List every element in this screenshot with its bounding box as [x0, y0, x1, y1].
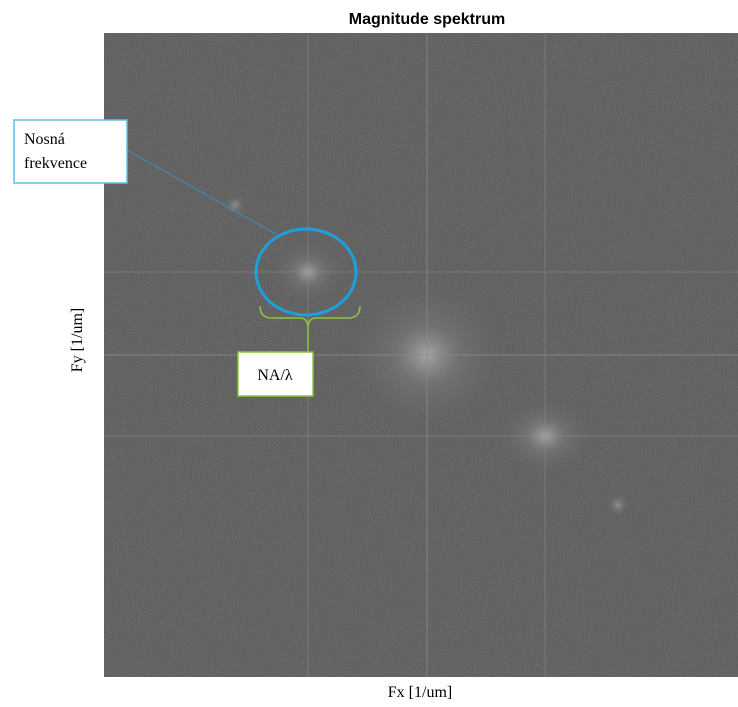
callout-text: frekvence [24, 155, 87, 172]
aperture-label: NA/λ [257, 367, 293, 384]
x-axis-label: Fx [1/um] [388, 684, 452, 701]
title: Magnitude spektrum [349, 11, 505, 28]
figure: Magnitude spektrum Nosná frekvence NA/λ … [0, 0, 738, 707]
y-axis-label: Fy [1/um] [69, 308, 86, 372]
spectrum-image [104, 33, 738, 677]
callout-box [14, 120, 127, 183]
callout-text: Nosná [24, 131, 65, 148]
